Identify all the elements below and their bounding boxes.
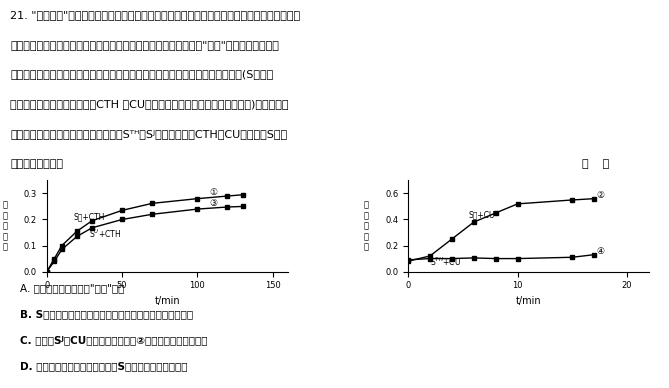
- Text: 下列叙述正确的是: 下列叙述正确的是: [10, 159, 63, 169]
- Text: ①: ①: [209, 188, 217, 197]
- Text: 下，可诱导酶出现与底物相结合的互补结构，继而完成酶促反应。"锁钥"学说认为，酶具有: 下，可诱导酶出现与底物相结合的互补结构，继而完成酶促反应。"锁钥"学说认为，酶具…: [10, 40, 279, 50]
- Text: ③: ③: [209, 199, 217, 208]
- Text: S$^{U}$+CTH: S$^{U}$+CTH: [89, 228, 121, 240]
- Text: ②: ②: [596, 191, 605, 200]
- X-axis label: t/min: t/min: [155, 296, 180, 306]
- Text: 21. "诱导契合"学说认为，在与底物结合之前，酶的空间结构不完全与底物互补，在底物的作用: 21. "诱导契合"学说认为，在与底物结合之前，酶的空间结构不完全与底物互补，在…: [10, 10, 300, 20]
- Text: 酶可催化两种结构不同的底物CTH 和CU，且与两者结合的催化中心位置相同)进行研究，: 酶可催化两种结构不同的底物CTH 和CU，且与两者结合的催化中心位置相同)进行研…: [10, 99, 288, 109]
- Text: 产
物
相
对
量: 产 物 相 对 量: [364, 201, 369, 251]
- Text: （    ）: （ ）: [582, 159, 609, 169]
- Text: 产
物
相
对
量: 产 物 相 对 量: [2, 201, 7, 251]
- Text: S$^{TH}$+CU: S$^{TH}$+CU: [430, 255, 461, 268]
- Text: 得到的四组实验结果如下图所示，其中Sᵀᴴ、Sᴶ分别表示催化CTH、CU反应后的S酶。: 得到的四组实验结果如下图所示，其中Sᵀᴴ、Sᴶ分别表示催化CTH、CU反应后的S…: [10, 129, 287, 139]
- Text: C. 若增加Sᴶ＋CU组，结果曲线应在②下方，并且平衡点不变: C. 若增加Sᴶ＋CU组，结果曲线应在②下方，并且平衡点不变: [20, 335, 207, 345]
- Text: 与底物相结合的互补结构。为验证上述两种学说，科研人员利用枯草杆菌蛋白酶(S酶，该: 与底物相结合的互补结构。为验证上述两种学说，科研人员利用枯草杆菌蛋白酶(S酶，该: [10, 69, 273, 80]
- X-axis label: t/min: t/min: [516, 296, 541, 306]
- Text: D. 该实验的自变量是反应时间、S酶的种类和反应物种类: D. 该实验的自变量是反应时间、S酶的种类和反应物种类: [20, 361, 187, 371]
- Text: S酶+CTH: S酶+CTH: [74, 213, 105, 222]
- Text: A. 以上实验结果不支持"锁钥"学说: A. 以上实验结果不支持"锁钥"学说: [20, 283, 124, 293]
- Text: ④: ④: [596, 247, 605, 256]
- Text: B. S酶与底物结合后，降低了底物转化为产物所需的活化能: B. S酶与底物结合后，降低了底物转化为产物所需的活化能: [20, 309, 193, 319]
- Text: S酶+CU: S酶+CU: [468, 210, 495, 219]
